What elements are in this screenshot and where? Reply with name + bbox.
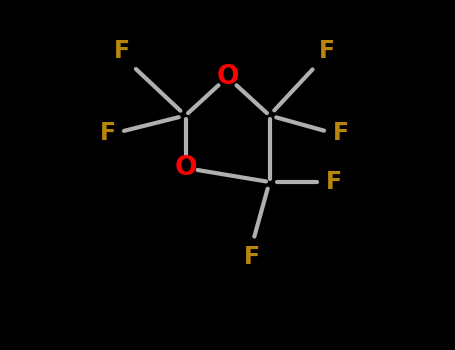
Text: F: F [99,121,116,145]
Text: F: F [113,39,130,63]
Text: F: F [325,170,342,194]
Text: F: F [318,39,334,63]
Text: O: O [216,64,239,90]
Text: F: F [244,245,260,269]
Text: O: O [174,155,197,181]
Text: F: F [333,121,349,145]
